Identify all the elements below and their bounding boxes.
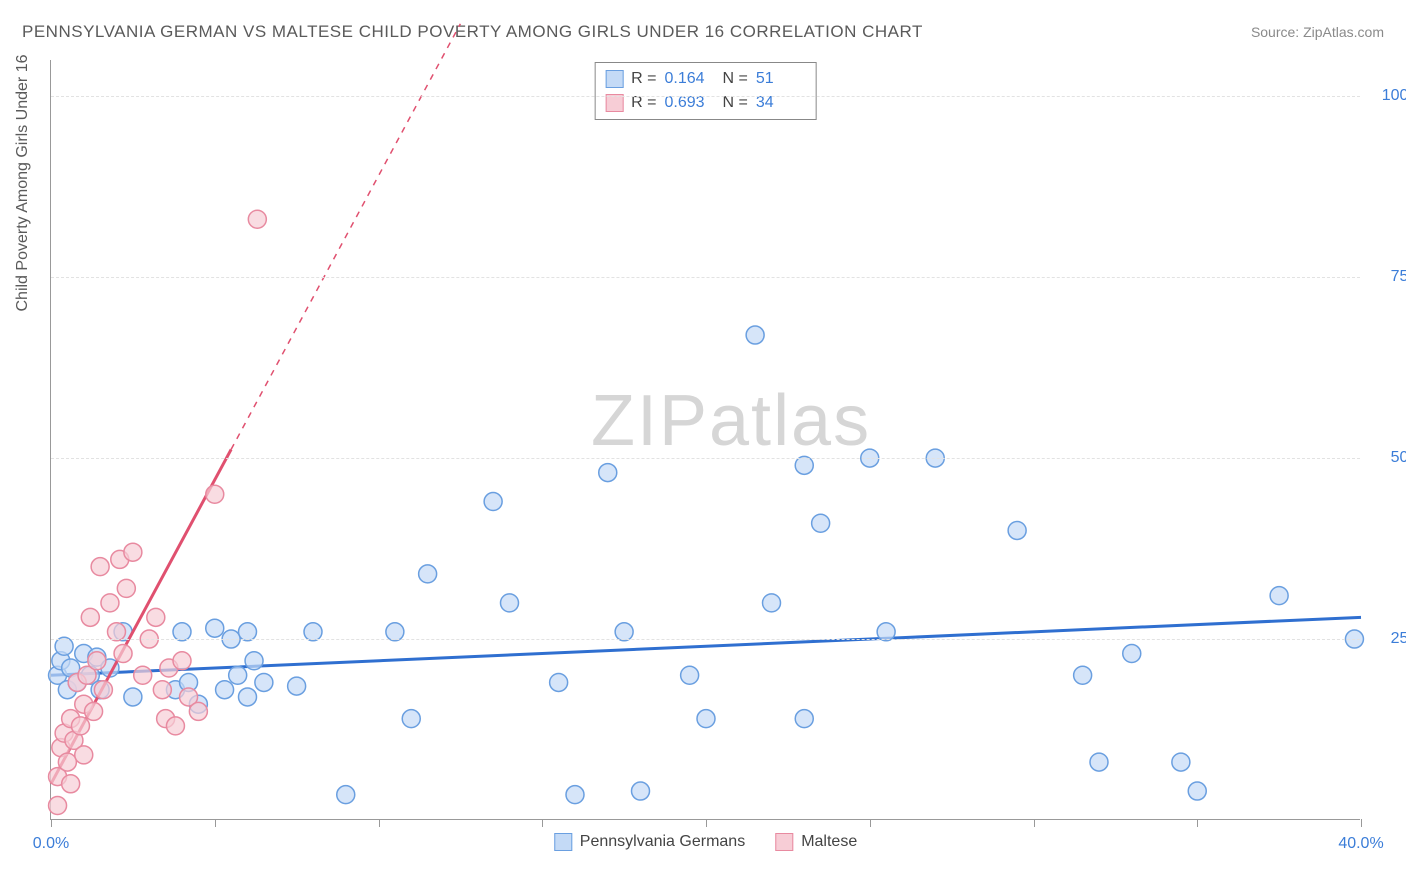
source-attribution: Source: ZipAtlas.com	[1251, 24, 1384, 40]
x-tick	[1034, 819, 1035, 827]
x-tick	[379, 819, 380, 827]
swatch-series1	[605, 70, 623, 88]
stats-row-series1: R = 0.164 N = 51	[605, 67, 806, 91]
legend-label-series2: Maltese	[801, 833, 857, 851]
legend-label-series1: Pennsylvania Germans	[580, 833, 745, 851]
gridline	[51, 639, 1360, 640]
legend-item-series2: Maltese	[775, 833, 857, 851]
y-tick-label: 25.0%	[1368, 630, 1406, 648]
legend-item-series1: Pennsylvania Germans	[554, 833, 745, 851]
gridline	[51, 96, 1360, 97]
stats-legend-box: R = 0.164 N = 51 R = 0.693 N = 34	[594, 62, 817, 120]
stats-row-series2: R = 0.693 N = 34	[605, 91, 806, 115]
gridline	[51, 277, 1360, 278]
x-tick-label: 0.0%	[33, 835, 69, 853]
plot-area: ZIPatlas R = 0.164 N = 51 R = 0.693 N = …	[50, 60, 1360, 820]
y-tick-label: 100.0%	[1368, 87, 1406, 105]
y-tick-label: 50.0%	[1368, 449, 1406, 467]
y-axis-label: Child Poverty Among Girls Under 16	[14, 55, 32, 312]
y-tick-label: 75.0%	[1368, 268, 1406, 286]
x-tick-label: 40.0%	[1338, 835, 1383, 853]
swatch-series2-icon	[775, 833, 793, 851]
gridline	[51, 458, 1360, 459]
x-tick	[542, 819, 543, 827]
x-tick	[51, 819, 52, 827]
x-tick	[1197, 819, 1198, 827]
x-tick	[706, 819, 707, 827]
x-tick	[215, 819, 216, 827]
chart-svg	[51, 60, 1360, 819]
legend-bottom: Pennsylvania Germans Maltese	[554, 833, 857, 851]
x-tick	[1361, 819, 1362, 827]
swatch-series1-icon	[554, 833, 572, 851]
x-tick	[870, 819, 871, 827]
chart-title: PENNSYLVANIA GERMAN VS MALTESE CHILD POV…	[22, 22, 923, 42]
